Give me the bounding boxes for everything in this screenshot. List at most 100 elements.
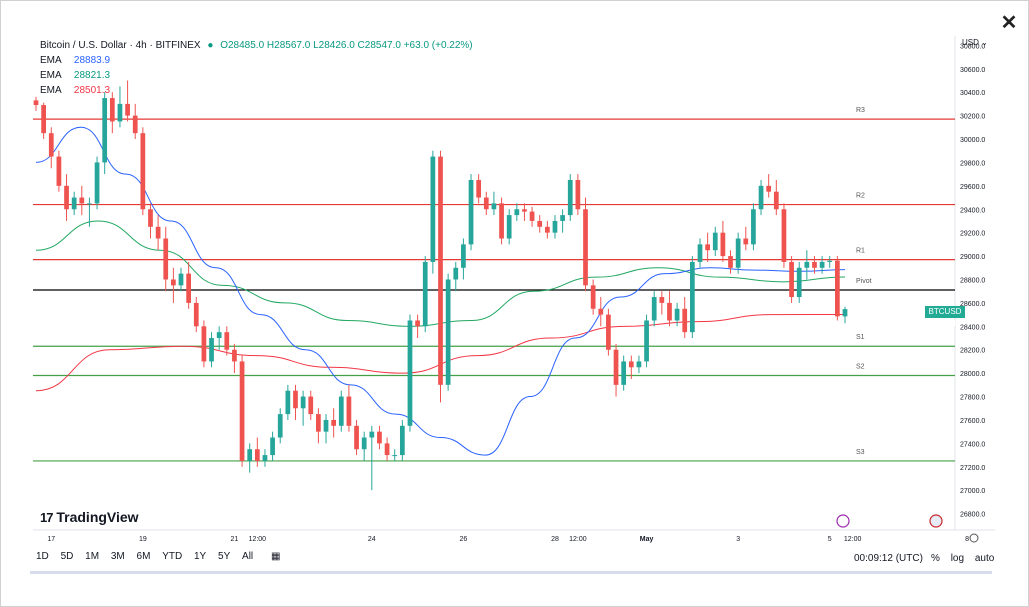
x-tick-label: 21: [231, 536, 239, 543]
candle-body: [316, 414, 321, 432]
market-status-icon: ●: [207, 40, 214, 51]
candle-body: [193, 302, 199, 327]
candle-body: [682, 308, 688, 333]
candle-body: [109, 98, 115, 122]
legend-ema-3: EMA 28501.3: [40, 85, 111, 96]
range-1y[interactable]: 1Y: [194, 551, 207, 562]
y-tick-label: 28600.0: [960, 301, 985, 308]
candle-body: [224, 332, 230, 350]
range-ytd[interactable]: YTD: [162, 551, 183, 562]
candle-body: [102, 98, 108, 163]
percent-toggle[interactable]: %: [931, 553, 940, 564]
currency-selector[interactable]: USD ⌄: [962, 38, 988, 47]
range-5d[interactable]: 5D: [60, 551, 74, 562]
settings-gear-icon[interactable]: [969, 533, 979, 543]
candle-body: [64, 185, 69, 210]
candle-body: [590, 285, 596, 309]
scroll-bar[interactable]: [30, 571, 992, 574]
candle-body: [529, 211, 535, 221]
tradingview-logo: 17 TradingView: [40, 509, 139, 525]
y-tick-label: 29200.0: [960, 231, 985, 238]
ohlc-values: O28485.0 H28567.0 L28426.0 C28547.0 +63.…: [220, 40, 473, 51]
candle-body: [262, 455, 268, 461]
candle-body: [628, 361, 634, 368]
y-tick-label: 28800.0: [960, 277, 985, 284]
candle-body: [415, 320, 420, 327]
us-flag-icon[interactable]: [929, 514, 943, 528]
candle-body: [125, 103, 130, 116]
pivot-label-pivot: Pivot: [856, 278, 872, 285]
x-tick-label: 26: [459, 536, 467, 543]
range-toolbar: 1D 5D 1M 3M 6M YTD 1Y 5Y All ▦: [36, 551, 289, 571]
y-tick-label: 27800.0: [960, 395, 985, 402]
y-tick-label: 29800.0: [960, 160, 985, 167]
calendar-icon[interactable]: ▦: [270, 551, 281, 562]
candle-body: [361, 437, 367, 450]
range-5y[interactable]: 5Y: [218, 551, 231, 562]
candle-body: [819, 261, 825, 268]
y-tick-label: 28000.0: [960, 371, 985, 378]
candle-body: [445, 279, 451, 385]
range-1d[interactable]: 1D: [36, 551, 49, 562]
candle-body: [804, 261, 810, 268]
event-flash-icon[interactable]: [836, 514, 850, 528]
candle-body: [239, 361, 245, 461]
range-3m[interactable]: 3M: [110, 551, 125, 562]
candle-body: [575, 179, 581, 210]
y-tick-label: 27000.0: [960, 488, 985, 495]
pivot-label-r3: R3: [856, 107, 865, 114]
candle-body: [537, 220, 543, 227]
y-tick-label: 26800.0: [960, 512, 985, 519]
candle-body: [659, 297, 665, 303]
candle-body: [712, 232, 718, 251]
candle-body: [827, 260, 833, 262]
candle-body: [583, 209, 588, 286]
candle-body: [506, 215, 512, 239]
candle-body: [598, 308, 604, 315]
candle-body: [781, 209, 787, 262]
candle-body: [422, 261, 428, 327]
candle-body: [270, 437, 275, 456]
candle-body: [560, 215, 565, 221]
candle-body: [613, 349, 619, 385]
candle-body: [499, 203, 504, 239]
y-tick-label: 27400.0: [960, 441, 985, 448]
close-icon[interactable]: ✕: [1000, 12, 1018, 34]
candle-body: [438, 156, 443, 385]
symbol-label: Bitcoin / U.S. Dollar · 4h · BITFINEX: [40, 40, 201, 51]
auto-toggle[interactable]: auto: [974, 553, 995, 564]
candle-body: [254, 449, 260, 461]
candle-body: [689, 261, 695, 333]
candle-body: [476, 179, 482, 198]
candle-body: [728, 256, 733, 268]
candle-body: [171, 279, 176, 286]
candle-body: [461, 244, 466, 268]
pivot-label-r2: R2: [856, 193, 865, 200]
candle-body: [285, 390, 291, 415]
candle-body: [735, 238, 741, 268]
candle-body: [621, 361, 627, 385]
range-all[interactable]: All: [242, 551, 254, 562]
candle-body: [766, 185, 772, 192]
candle-body: [842, 309, 848, 317]
y-tick-label: 30800.0: [960, 43, 985, 50]
candle-body: [308, 396, 314, 415]
candle-body: [644, 320, 649, 362]
y-tick-label: 28400.0: [960, 324, 985, 331]
candle-body: [399, 425, 405, 456]
y-tick-label: 30400.0: [960, 90, 985, 97]
candle-body: [338, 396, 344, 426]
candle-body: [667, 302, 672, 321]
candle-body: [567, 179, 573, 216]
utc-clock[interactable]: 00:09:12 (UTC): [854, 553, 923, 564]
log-toggle[interactable]: log: [950, 553, 965, 564]
candle-body: [377, 431, 382, 444]
range-1m[interactable]: 1M: [85, 551, 100, 562]
candle-body: [216, 332, 222, 339]
range-6m[interactable]: 6M: [136, 551, 151, 562]
candle-body: [369, 431, 375, 438]
x-tick-label: 5: [828, 536, 832, 543]
y-tick-label: 27600.0: [960, 418, 985, 425]
x-tick-label: 28: [551, 536, 559, 543]
